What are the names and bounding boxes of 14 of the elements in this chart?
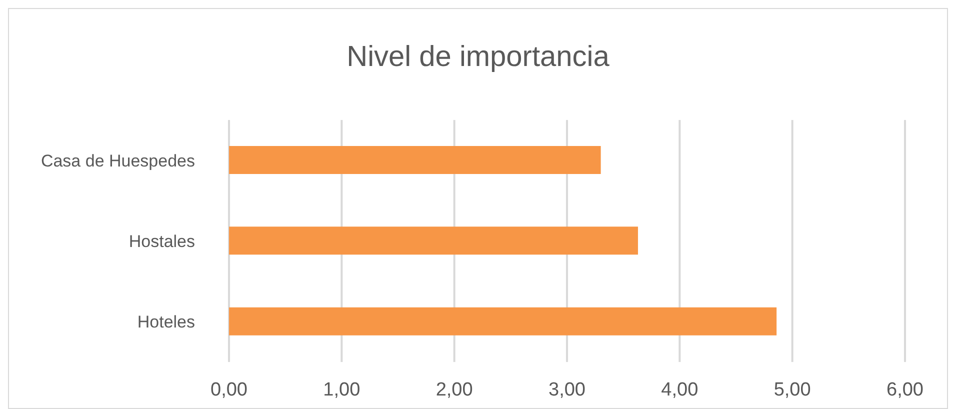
y-tick-label: Casa de Huespedes [40, 151, 195, 170]
x-tick-label: 4,00 [661, 379, 698, 400]
x-tick-label: 0,00 [210, 379, 248, 400]
bar [229, 146, 601, 174]
bar [229, 307, 777, 336]
x-tick-label: 1,00 [323, 379, 360, 400]
y-tick-label: Hostales [128, 232, 195, 252]
chart-title: Nivel de importancia [346, 41, 610, 74]
x-tick-label: 6,00 [886, 379, 924, 400]
x-tick-label: 5,00 [774, 379, 811, 400]
y-tick-label: Hoteles [137, 312, 195, 332]
bar [229, 226, 638, 255]
x-tick-label: 3,00 [548, 379, 586, 400]
x-tick-label: 2,00 [436, 379, 473, 400]
